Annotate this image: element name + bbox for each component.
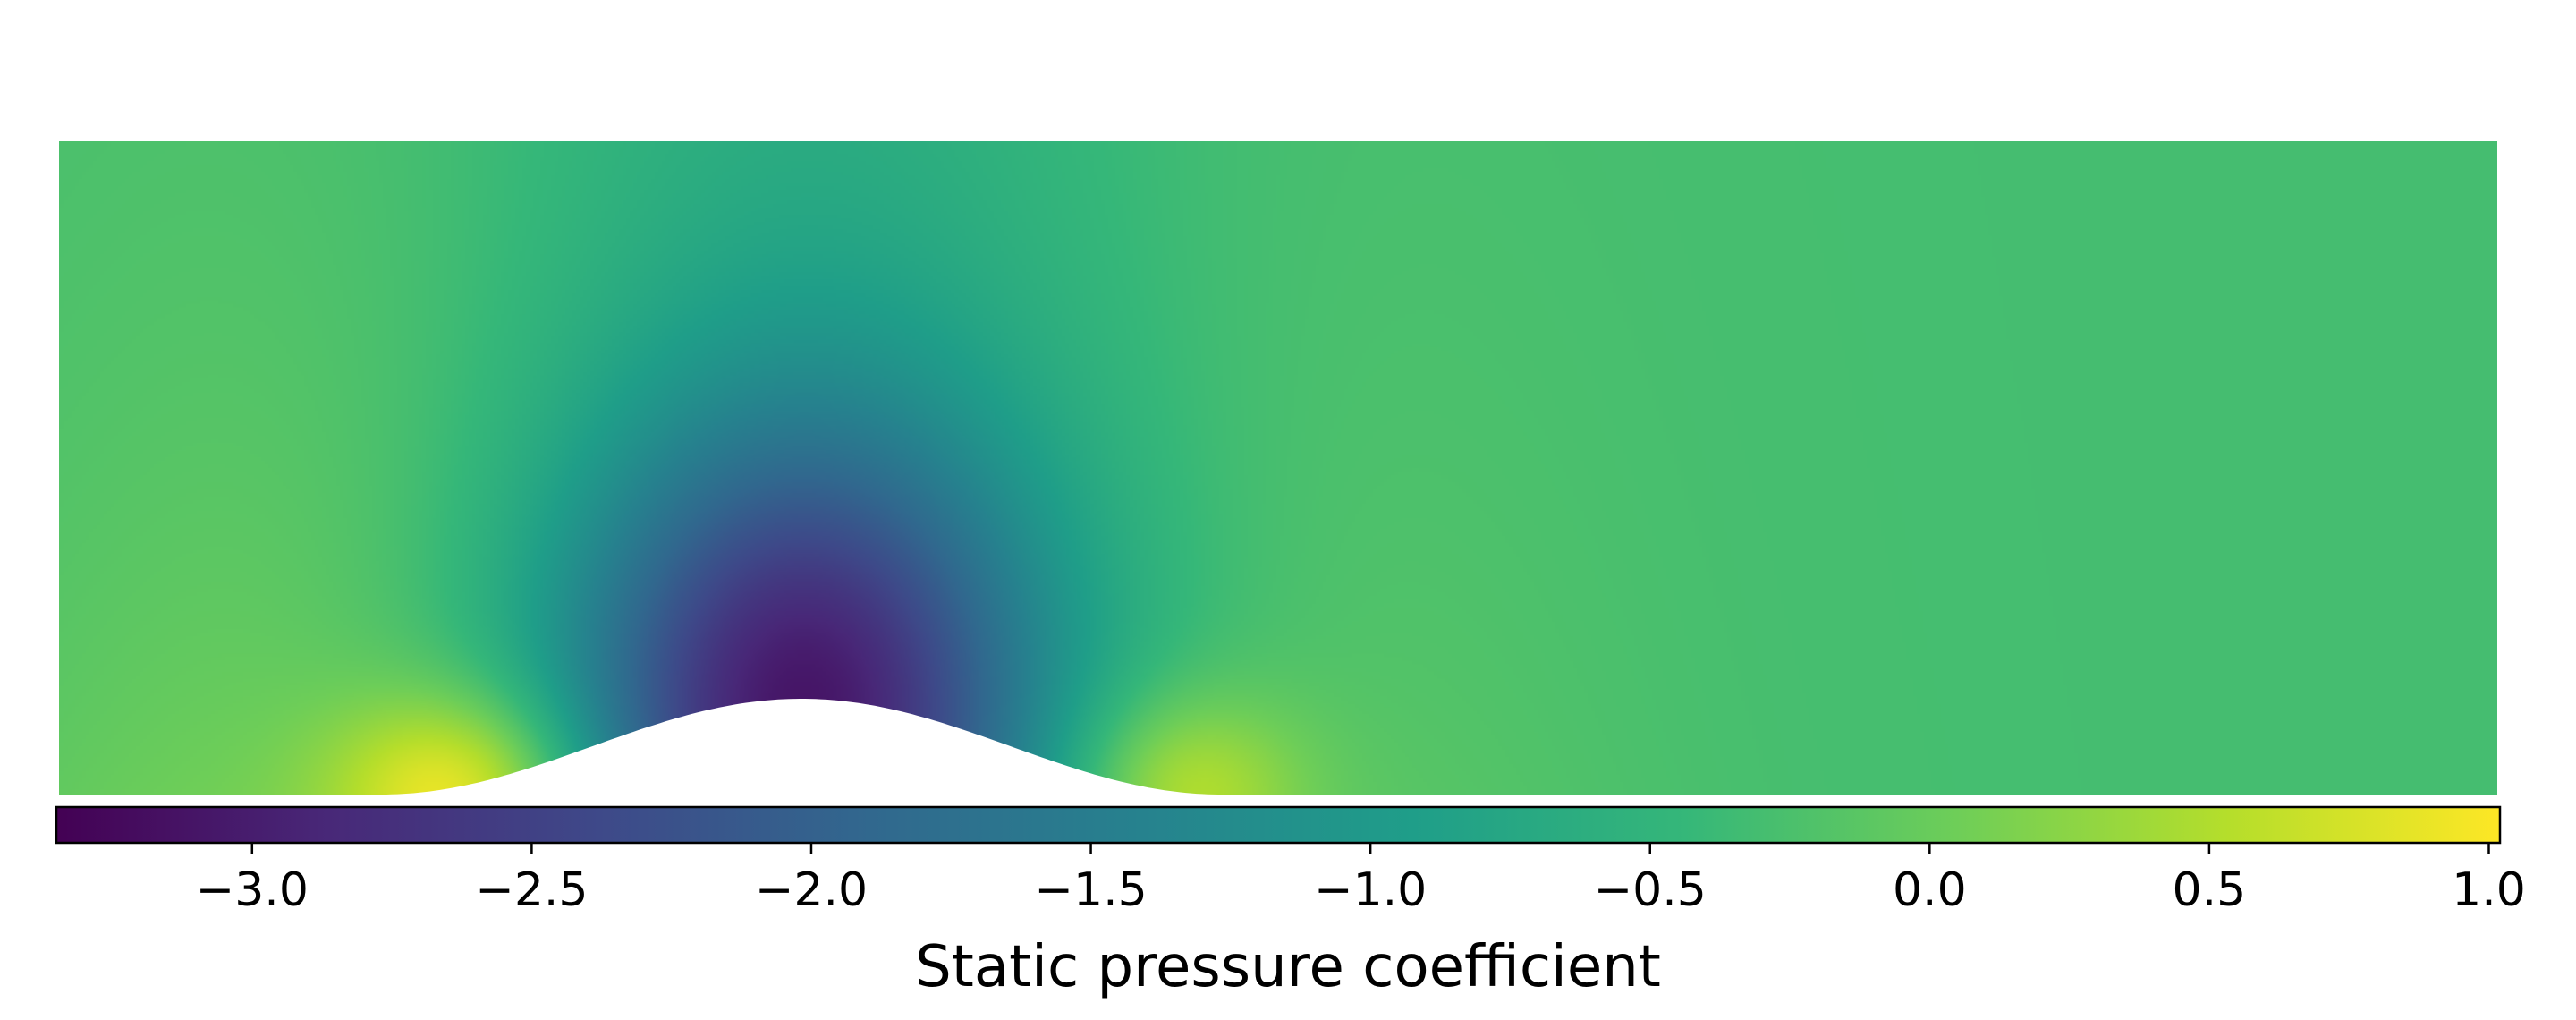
colorbar-tick-label: −0.5 [1594, 863, 1707, 917]
colorbar-tick-label: 0.5 [2173, 863, 2247, 917]
colorbar-tick-label: −1.5 [1034, 863, 1147, 917]
colorbar-tick-label: −3.0 [196, 863, 309, 917]
colorbar-tick-label: 1.0 [2452, 863, 2526, 917]
pressure-field-heatmap [59, 141, 2497, 796]
colorbar-tick-label: −1.0 [1314, 863, 1427, 917]
colorbar-ticks: −3.0 −2.5 −2.0 −1.5 −1.0 −0.5 0.0 0.5 1.0 [196, 843, 2526, 917]
colorbar-tick-label: −2.5 [475, 863, 588, 917]
colorbar-tick-label: 0.0 [1893, 863, 1967, 917]
colorbar-gradient [55, 805, 2502, 845]
colorbar-label: Static pressure coefficient [915, 934, 1661, 1000]
colorbar [55, 805, 2502, 845]
pressure-field-image [59, 141, 2497, 795]
colorbar-tick-label: −2.0 [755, 863, 868, 917]
bump-obstacle [381, 699, 1222, 796]
